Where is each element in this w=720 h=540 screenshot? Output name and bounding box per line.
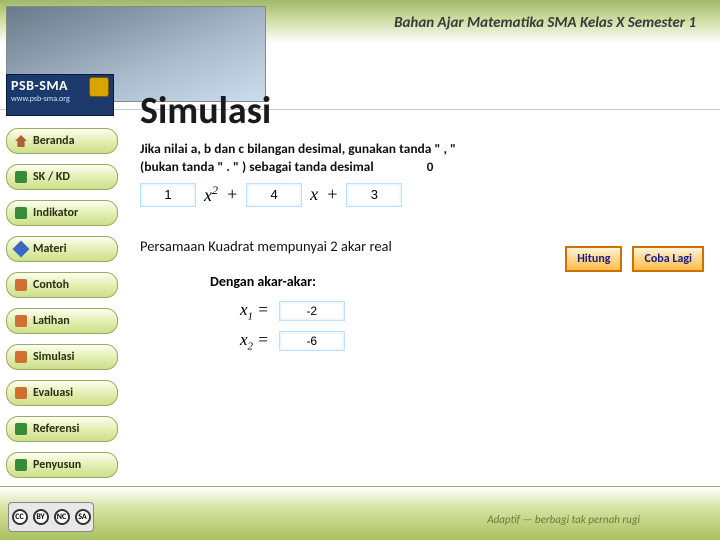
root-1-row: x1 = -2: [240, 300, 704, 322]
plus-1: +: [226, 184, 238, 205]
content-area: Simulasi Jika nilai a, b dan c bilangan …: [140, 88, 704, 361]
sidebar-item-referensi[interactable]: Referensi: [6, 416, 118, 442]
sheet-icon: [15, 315, 27, 327]
sidebar-item-label: Indikator: [33, 206, 78, 220]
intro-line2: (bukan tanda " . " ) sebagai tanda desim…: [140, 158, 374, 175]
footer: CC BY NC SA Adaptif — berbagi tak pernah…: [0, 486, 720, 540]
sidebar-item-simulasi[interactable]: Simulasi: [6, 344, 118, 370]
doc-icon: [15, 207, 27, 219]
sidebar-item-materi[interactable]: Materi: [6, 236, 118, 262]
roots-label: Dengan akar-akar:: [210, 273, 704, 290]
cc-icon: CC: [12, 509, 28, 525]
term-x: x: [310, 184, 318, 205]
sidebar-item-label: Referensi: [33, 422, 80, 436]
sidebar-item-label: Simulasi: [33, 350, 74, 364]
by-icon: BY: [33, 509, 49, 525]
intro-text: Jika nilai a, b dan c bilangan desimal, …: [140, 140, 704, 177]
zero-tail: 0: [427, 160, 434, 175]
compute-button[interactable]: Hitung: [565, 246, 622, 272]
sheet-icon: [15, 387, 27, 399]
coef-a-input[interactable]: 1: [140, 183, 196, 207]
banner-title: Bahan Ajar Matematika SMA Kelas X Semest…: [394, 14, 696, 32]
home-icon: [15, 135, 27, 147]
sidebar-item-contoh[interactable]: Contoh: [6, 272, 118, 298]
sidebar-item-evaluasi[interactable]: Evaluasi: [6, 380, 118, 406]
sidebar-item-label: Contoh: [33, 278, 69, 292]
sidebar-item-label: Materi: [33, 242, 67, 256]
plus-2: +: [326, 184, 338, 205]
doc-icon: [15, 459, 27, 471]
root-2-row: x2 = -6: [240, 330, 704, 352]
sidebar-item-latihan[interactable]: Latihan: [6, 308, 118, 334]
logo-badge-icon: [89, 77, 109, 97]
action-buttons: Hitung Coba Lagi: [565, 246, 704, 272]
sidebar-item-skkd[interactable]: SK / KD: [6, 164, 118, 190]
sidebar: Beranda SK / KD Indikator Materi Contoh …: [6, 128, 118, 524]
roots-block: Dengan akar-akar: x1 = -2 x2 = -6: [140, 273, 704, 353]
intro-line1: Jika nilai a, b dan c bilangan desimal, …: [140, 140, 456, 157]
sidebar-item-label: Evaluasi: [33, 386, 73, 400]
doc-icon: [15, 171, 27, 183]
sidebar-item-label: Penyusun: [33, 458, 81, 472]
sidebar-item-penyusun[interactable]: Penyusun: [6, 452, 118, 478]
sidebar-item-label: Latihan: [33, 314, 70, 328]
sidebar-item-label: Beranda: [33, 134, 75, 148]
sidebar-item-indikator[interactable]: Indikator: [6, 200, 118, 226]
cc-license-badge: CC BY NC SA: [8, 502, 94, 532]
nc-icon: NC: [54, 509, 70, 525]
equation-row: 1 x2 + 4 x + 3: [140, 183, 704, 207]
coef-b-input[interactable]: 4: [246, 183, 302, 207]
sidebar-item-label: SK / KD: [33, 170, 70, 184]
coef-c-input[interactable]: 3: [346, 183, 402, 207]
sheet-icon: [15, 351, 27, 363]
term-x2: x2: [204, 183, 218, 206]
root-1-value: -2: [279, 301, 345, 321]
page-title: Simulasi: [140, 88, 704, 134]
book-icon: [13, 241, 30, 258]
doc-icon: [15, 423, 27, 435]
footer-credit: Adaptif — berbagi tak pernah rugi: [487, 513, 640, 526]
retry-button[interactable]: Coba Lagi: [632, 246, 704, 272]
site-logo: PSB-SMA www.psb-sma.org: [6, 74, 114, 116]
sheet-icon: [15, 279, 27, 291]
root-2-var: x2 =: [240, 330, 269, 352]
sidebar-item-beranda[interactable]: Beranda: [6, 128, 118, 154]
root-1-var: x1 =: [240, 300, 269, 322]
root-2-value: -6: [279, 331, 345, 351]
sa-icon: SA: [75, 509, 91, 525]
